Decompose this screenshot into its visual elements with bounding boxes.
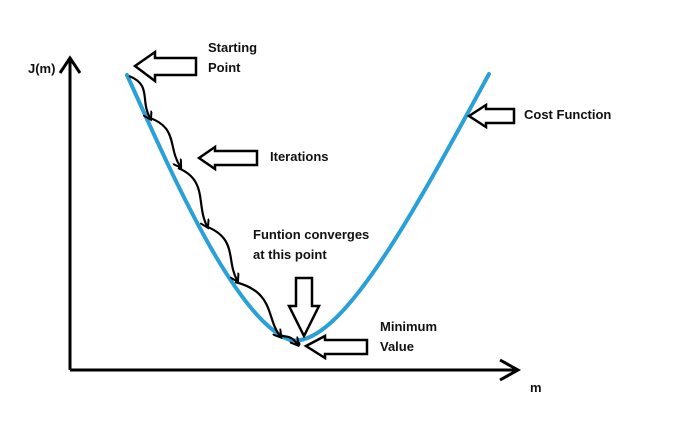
- y-axis-arrowhead: [58, 55, 82, 74]
- minimum-value-label-line2: Value: [380, 339, 414, 354]
- descent-step-2: [149, 116, 180, 166]
- converges-label-line2: at this point: [253, 247, 327, 262]
- starting-point-arrow-icon: [132, 49, 198, 84]
- x-axis-label: m: [530, 380, 542, 395]
- descent-step-5: [234, 280, 280, 336]
- annotations: Starting Point Iterations Cost Function …: [208, 40, 611, 354]
- x-axis-arrowhead: [499, 358, 522, 382]
- cost-function-arrow-icon: [466, 102, 516, 130]
- starting-point-label-line2: Point: [208, 60, 241, 75]
- minimum-value-arrow-icon: [303, 333, 369, 361]
- iterations-label: Iterations: [270, 149, 329, 164]
- minimum-value-label-line1: Minimum: [380, 319, 437, 334]
- converges-label-line1: Funtion converges: [253, 227, 369, 242]
- descent-steps: [128, 74, 297, 344]
- iterations-arrow-icon: [196, 144, 259, 172]
- axes: J(m) m: [28, 55, 542, 395]
- descent-step-4: [204, 224, 237, 280]
- cost-function-label: Cost Function: [524, 107, 611, 122]
- descent-step-3: [177, 166, 207, 226]
- converges-arrow-icon: [286, 276, 322, 339]
- starting-point-label-line1: Starting: [208, 40, 257, 55]
- callout-arrows: [132, 49, 516, 361]
- y-axis-label: J(m): [28, 61, 55, 76]
- descent-step-1: [128, 74, 150, 118]
- minimum-point: [295, 341, 301, 347]
